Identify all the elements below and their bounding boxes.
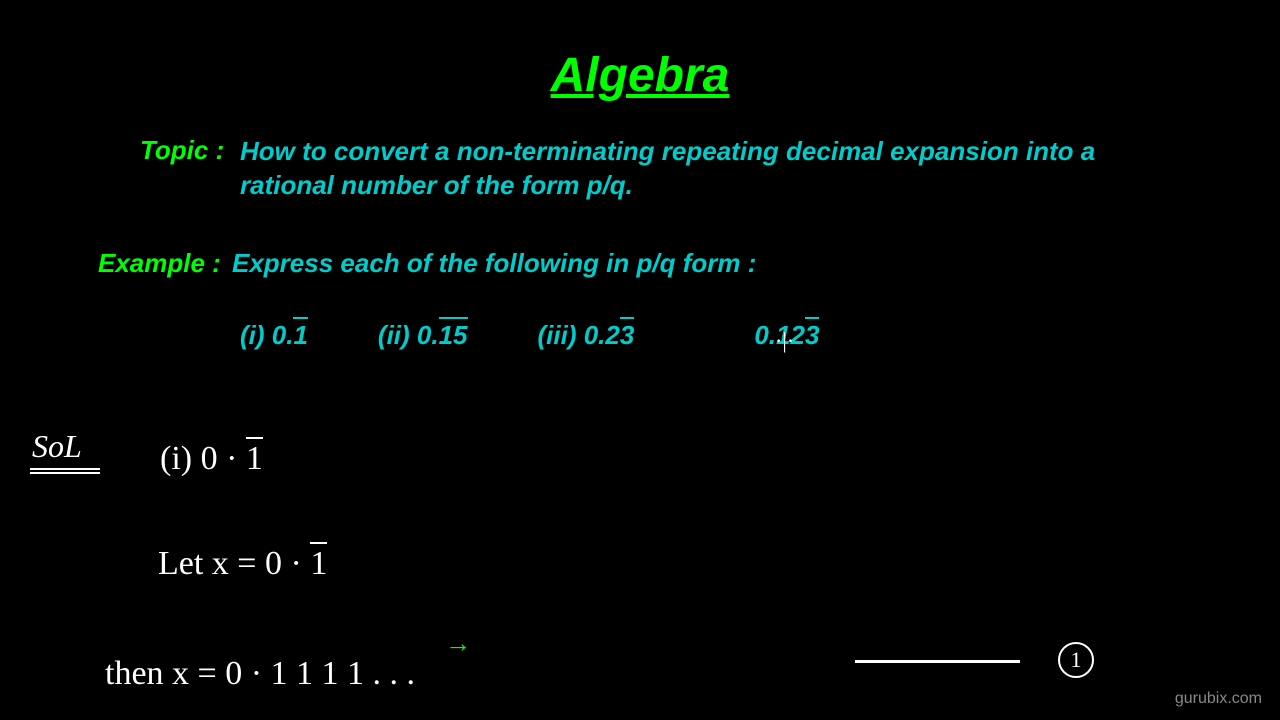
- equation-number-circle: 1: [1058, 642, 1094, 678]
- problem-1-repeat: 1: [293, 320, 307, 350]
- problem-4-repeat: 3: [805, 320, 819, 350]
- page-title: Algebra: [551, 48, 730, 103]
- example-text: Express each of the following in p/q for…: [232, 248, 756, 279]
- problems-row: (i) 0.1 (ii) 0.15 (iii) 0.23 0.123: [240, 320, 819, 351]
- sol-let-repeat: 1: [310, 545, 327, 582]
- sol-line1-repeat: 1: [246, 440, 263, 477]
- solution-line-let: Let x = 0 · 1: [158, 545, 327, 583]
- blank-line: [855, 660, 1020, 663]
- problem-3-repeat: 3: [620, 320, 634, 350]
- problem-3: (iii) 0.23: [538, 320, 635, 351]
- problem-3-prefix: (iii) 0.2: [538, 320, 620, 350]
- problem-2: (ii) 0.15: [378, 320, 468, 351]
- solution-label: SoL: [32, 428, 82, 465]
- solution-underline: [30, 468, 100, 474]
- problem-1-prefix: (i) 0.: [240, 320, 293, 350]
- watermark: gurubix.com: [1175, 690, 1262, 708]
- cursor-icon: ·|·: [775, 328, 794, 354]
- solution-line-1: (i) 0 · 1: [160, 440, 263, 478]
- problem-1: (i) 0.1: [240, 320, 308, 351]
- example-label: Example :: [98, 248, 221, 279]
- equation-number: 1: [1071, 647, 1082, 673]
- arrow-icon: →: [445, 628, 471, 659]
- topic-text: How to convert a non-terminating repeati…: [240, 135, 1140, 203]
- sol-let-prefix: Let x = 0 ·: [158, 545, 310, 582]
- sol-line1-prefix: (i) 0 ·: [160, 440, 246, 477]
- solution-line-then: then x = 0 · 1 1 1 1 . . .: [105, 655, 415, 693]
- topic-label: Topic :: [140, 135, 224, 166]
- problem-2-prefix: (ii) 0.: [378, 320, 439, 350]
- problem-2-repeat: 15: [439, 320, 468, 350]
